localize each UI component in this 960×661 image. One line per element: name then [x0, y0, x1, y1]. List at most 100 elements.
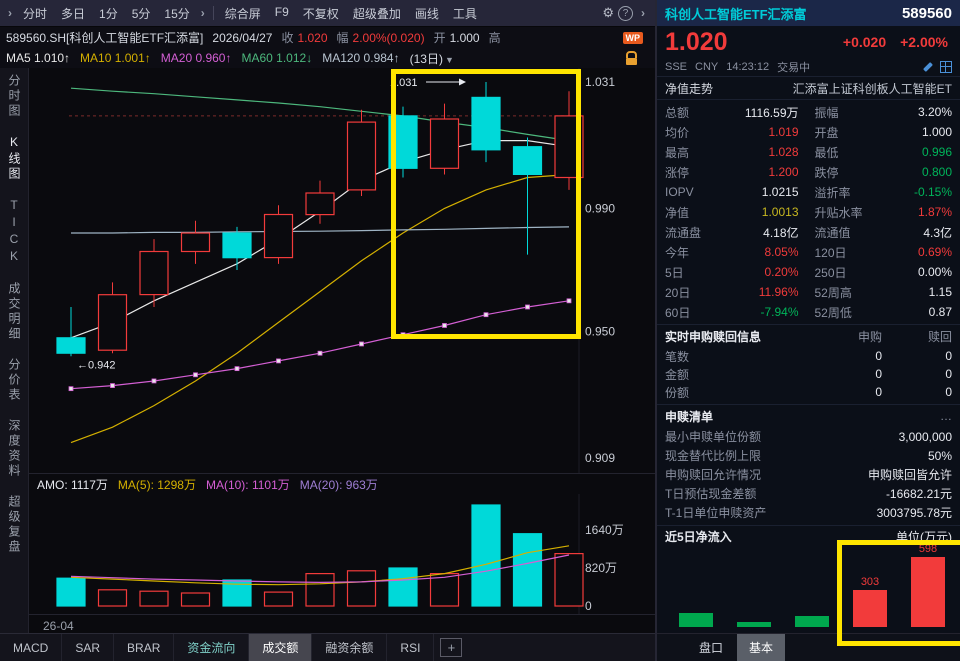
pencil-icon[interactable] — [923, 62, 933, 72]
high-label: 高 — [488, 31, 501, 45]
stat-label: 最低 — [814, 145, 839, 160]
quote-info-bar: 589560.SH[科创人工智能ETF汇添富] 2026/04/27 收 1.0… — [0, 27, 655, 48]
timeframe-tab-15分[interactable]: 15分 — [164, 6, 190, 21]
grid-icon[interactable] — [940, 61, 952, 73]
column-header-subscribe: 申购 — [857, 329, 882, 344]
redemption-row: 现金替代比例上限 50% — [665, 446, 952, 465]
stat-value: 11.96% — [758, 285, 799, 299]
volume-ma-line-0 — [70, 545, 570, 586]
stat-value: -7.94% — [760, 305, 799, 319]
gear-icon[interactable]: ⚙ — [602, 5, 614, 20]
stat-value: 1.019 — [768, 125, 799, 139]
trading-status: 交易中 — [777, 62, 811, 74]
tool-item-不复权[interactable]: 不复权 — [302, 6, 339, 21]
panel-tabs: 盘口 基本 — [657, 633, 960, 661]
stat-row: 流通盘 4.18亿 流通值 4.3亿 — [665, 222, 952, 242]
stat-label: 5日 — [665, 265, 684, 280]
stat-value: -0.15% — [913, 185, 952, 199]
indicator-tab-成交额[interactable]: 成交额 — [249, 634, 313, 661]
tool-item-工具[interactable]: 工具 — [452, 6, 477, 21]
volume-bar — [180, 592, 211, 607]
timeframe-tab-分时[interactable]: 分时 — [23, 6, 48, 21]
tool-item-画线[interactable]: 画线 — [414, 6, 439, 21]
redemption-row: 最小申赎单位份额 3,000,000 — [665, 427, 952, 446]
redemption-row: 申购赎回允许情况 申购赎回皆允许 — [665, 465, 952, 484]
column-header-redeem: 赎回 — [927, 329, 952, 344]
stat-row: 20日 11.96% 52周高 1.15 — [665, 282, 952, 302]
left-sidebar: 分时图 K线图 TICK 成交明细分价表深度资料超级复盘 — [0, 68, 29, 633]
stat-value: 0.20% — [764, 265, 799, 279]
stat-value: 1.200 — [768, 165, 799, 179]
ma-legend-MA20: MA20 0.960↑ — [160, 51, 232, 65]
indicator-tab-BRAR[interactable]: BRAR — [114, 634, 175, 661]
more-button[interactable]: … — [940, 409, 952, 423]
stat-label: 振幅 — [814, 105, 839, 120]
sidebar-item-超级复盘[interactable]: 超级复盘 — [7, 495, 21, 555]
ma-marker — [110, 383, 115, 388]
indicator-tab-RSI[interactable]: RSI — [387, 634, 435, 661]
chevron-right-icon[interactable]: › — [641, 6, 645, 20]
stat-label: 均价 — [665, 125, 690, 140]
timeframe-tab-1分[interactable]: 1分 — [99, 6, 118, 21]
stat-value: 4.18亿 — [763, 225, 799, 240]
stat-value: 1.0013 — [761, 205, 799, 219]
lock-icon[interactable] — [626, 51, 637, 65]
subscription-row: 金额 0 0 — [665, 365, 952, 383]
low-annotation-label: ←0.942 — [77, 359, 116, 371]
range-label: 幅 — [336, 31, 349, 45]
row-label: 份额 — [665, 385, 690, 400]
sidebar-item-深度资料[interactable]: 深度资料 — [7, 419, 21, 479]
stat-label: 52周高 — [814, 285, 852, 300]
panel-tab-盘口[interactable]: 盘口 — [699, 641, 724, 655]
row-label: 笔数 — [665, 349, 690, 364]
add-indicator-button[interactable]: + — [440, 638, 463, 657]
nav-trend-link[interactable]: 净值走势 — [665, 81, 714, 96]
stat-label: 250日 — [814, 265, 847, 280]
stat-value: 8.05% — [764, 245, 799, 259]
quote-time: 14:23:12 — [726, 61, 770, 73]
kline-chart[interactable]: 1.031 0.990 0.950 0.909 1.031 ←0.942 — [29, 68, 656, 473]
tool-item-超级叠加[interactable]: 超级叠加 — [352, 6, 401, 21]
stat-label: 总额 — [665, 105, 690, 120]
volume-chart[interactable]: 1640万 820万 0 — [29, 494, 656, 614]
sidebar-item-K线图[interactable]: K线图 — [7, 135, 21, 182]
indicator-tab-融资余额[interactable]: 融资余额 — [312, 634, 388, 661]
volume-axis-label: 0 — [585, 599, 592, 613]
net-inflow-value: 303 — [860, 576, 880, 588]
price-axis-label: 0.909 — [585, 451, 615, 465]
sidebar-item-分价表[interactable]: 分价表 — [7, 358, 21, 403]
chevron-more-icon[interactable]: › — [200, 6, 205, 20]
market-status-row: SSE CNY 14:23:12 交易中 — [657, 58, 960, 76]
tool-item-综合屏[interactable]: 综合屏 — [224, 6, 261, 21]
period-selector[interactable]: (13日) ▼ — [409, 51, 454, 66]
stat-label: 跌停 — [814, 165, 839, 180]
indicator-tab-资金流向[interactable]: 资金流向 — [174, 634, 250, 661]
ma-line-MA20 — [70, 300, 570, 390]
sidebar-item-分时图[interactable]: 分时图 — [7, 74, 21, 119]
stat-row: 涨停 1.200 跌停 0.800 — [665, 162, 952, 182]
sidebar-item-TICK[interactable]: TICK — [7, 198, 21, 266]
candle-body — [222, 232, 252, 259]
content-area: 分时图 K线图 TICK 成交明细分价表深度资料超级复盘 1.031 0.990 0.95… — [0, 68, 655, 633]
panel-tab-基本[interactable]: 基本 — [737, 634, 786, 661]
sidebar-item-成交明细[interactable]: 成交明细 — [7, 282, 21, 342]
indicator-tab-SAR[interactable]: SAR — [62, 634, 115, 661]
wp-badge[interactable]: WP — [622, 31, 643, 44]
last-price: 1.020 — [665, 27, 728, 56]
row-value: -16682.21元 — [885, 487, 952, 501]
redemption-row: T-1日单位申赎资产 3003795.78元 — [665, 503, 952, 522]
candle-body — [180, 232, 211, 253]
timeframe-tab-5分[interactable]: 5分 — [131, 6, 151, 21]
help-icon[interactable]: ? — [618, 5, 633, 21]
row-value: 0 — [875, 349, 882, 363]
price-axis-label: 0.990 — [585, 201, 615, 215]
ma-line-MA10 — [70, 173, 570, 444]
stat-value: 1116.59万 — [744, 105, 799, 120]
chevron-left-icon[interactable]: › — [8, 6, 12, 20]
chevron-down-icon: ▼ — [444, 54, 454, 65]
row-value: 50% — [927, 448, 952, 463]
tool-item-F9[interactable]: F9 — [274, 4, 289, 19]
section-title: 实时申购赎回信息 — [665, 329, 762, 344]
timeframe-tab-多日[interactable]: 多日 — [61, 6, 86, 21]
indicator-tab-MACD[interactable]: MACD — [0, 634, 63, 661]
